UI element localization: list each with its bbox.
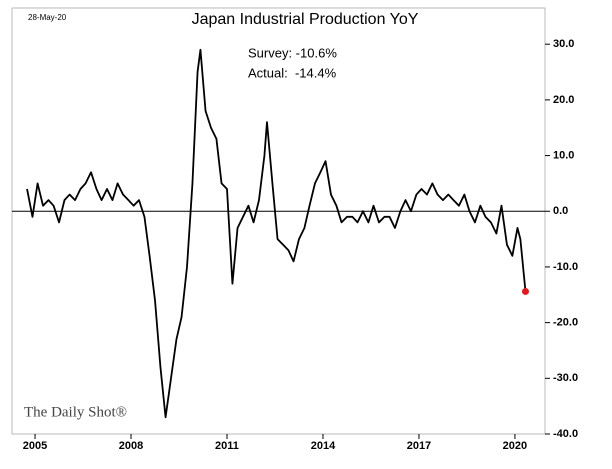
- annotation: Actual: -14.4%: [248, 65, 337, 80]
- last-point: [521, 287, 529, 295]
- x-tick-label: 2005: [23, 440, 47, 452]
- x-tick-label: 2011: [215, 440, 239, 452]
- y-tick-label: 20.0: [553, 94, 574, 106]
- y-tick-label: -30.0: [553, 372, 578, 384]
- chart-title: Japan Industrial Production YoY: [192, 11, 419, 28]
- y-tick-label: -40.0: [553, 428, 578, 440]
- y-tick-label: -20.0: [553, 317, 578, 329]
- date-note: 28-May-20: [28, 13, 67, 22]
- x-tick-label: 2014: [311, 440, 336, 452]
- watermark: The Daily Shot®: [24, 404, 127, 420]
- data-line: [26, 48, 527, 419]
- annotation: Survey: -10.6%: [248, 45, 337, 60]
- y-tick-label: 10.0: [553, 149, 574, 161]
- plot-frame: [11, 7, 546, 435]
- y-tick-label: 0.0: [553, 205, 568, 217]
- x-tick-label: 2020: [503, 440, 527, 452]
- x-tick-label: 2017: [407, 440, 431, 452]
- y-tick-label: 30.0: [553, 38, 574, 50]
- x-tick-label: 2008: [119, 440, 143, 452]
- y-tick-label: -10.0: [553, 261, 578, 273]
